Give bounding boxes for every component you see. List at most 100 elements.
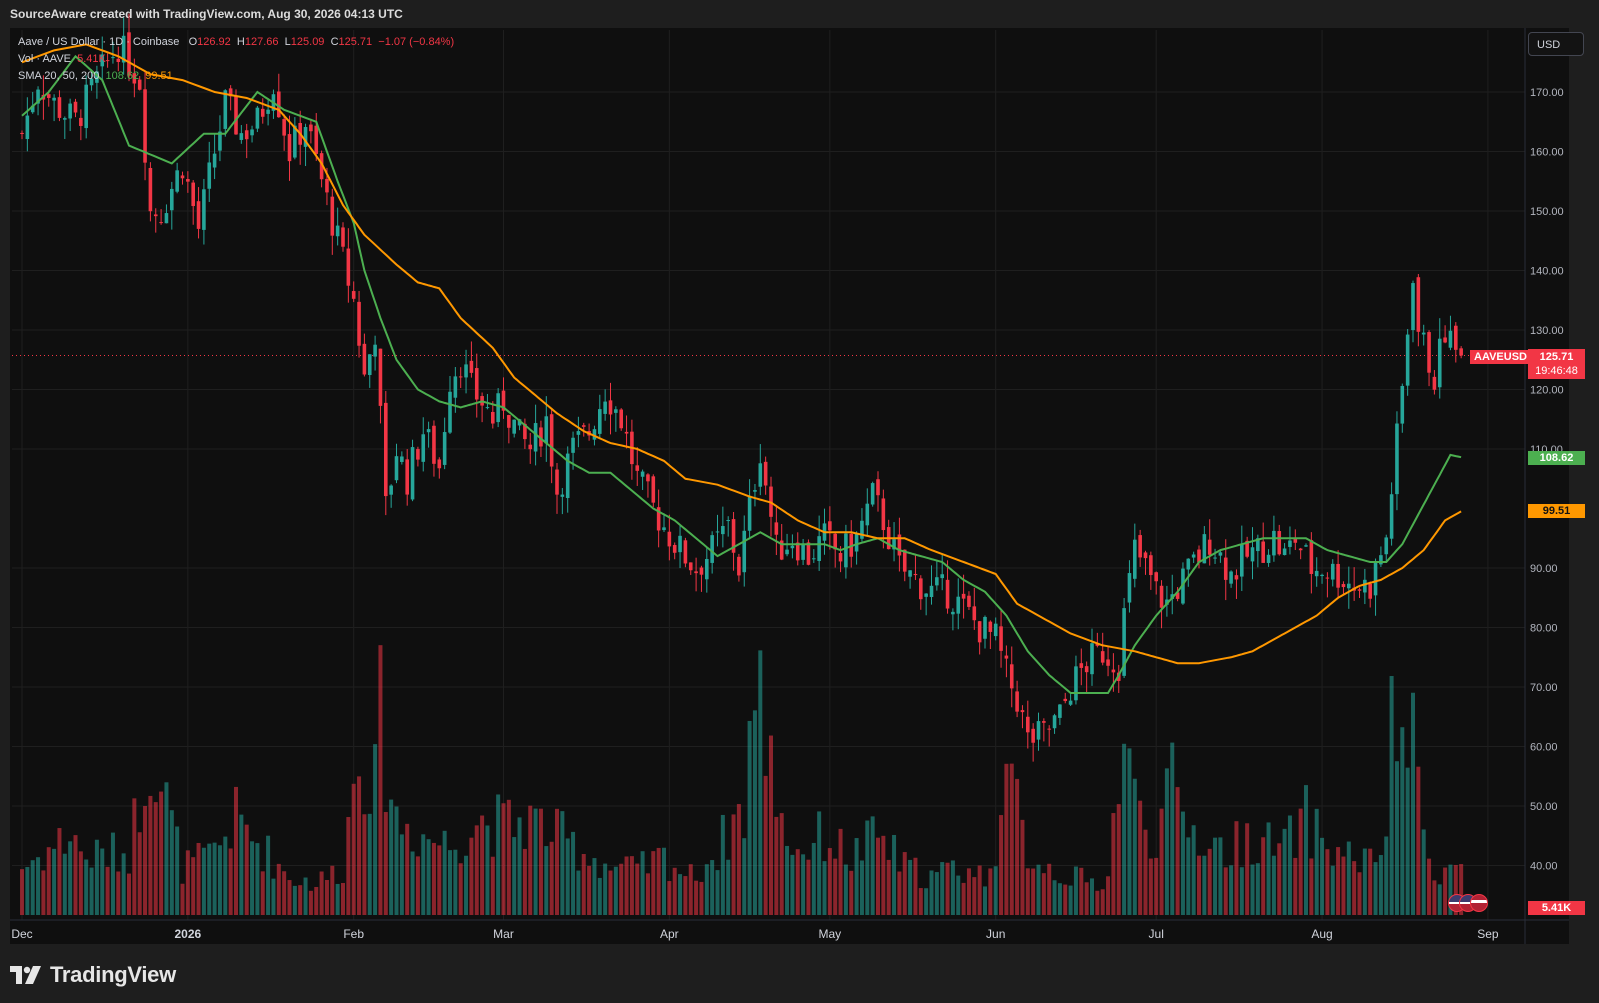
candle-body[interactable] xyxy=(282,119,286,136)
candle-body[interactable] xyxy=(175,170,179,192)
candle-body[interactable] xyxy=(1020,710,1025,713)
candle-body[interactable] xyxy=(656,507,661,531)
candle-body[interactable] xyxy=(373,344,377,357)
candle-body[interactable] xyxy=(961,593,966,599)
candle-body[interactable] xyxy=(1459,348,1463,356)
candle-body[interactable] xyxy=(1111,669,1116,673)
candle-body[interactable] xyxy=(234,95,238,135)
candle-body[interactable] xyxy=(1293,538,1298,543)
candle-body[interactable] xyxy=(1272,530,1276,556)
candle-body[interactable] xyxy=(389,485,393,495)
candle-body[interactable] xyxy=(854,533,859,552)
candle-body[interactable] xyxy=(1133,539,1137,579)
candle-body[interactable] xyxy=(207,162,212,189)
candle-body[interactable] xyxy=(1373,562,1378,596)
candle-body[interactable] xyxy=(362,343,367,375)
candle-body[interactable] xyxy=(662,527,666,531)
time-axis[interactable]: Dec 2026 Feb Mar Apr May Jun Jul Aug Sep xyxy=(11,927,1499,941)
candle-body[interactable] xyxy=(287,134,292,162)
candle-body[interactable] xyxy=(73,101,78,113)
candle-body[interactable] xyxy=(1026,716,1030,733)
candle-body[interactable] xyxy=(678,535,682,553)
candle-body[interactable] xyxy=(913,573,918,576)
candle-body[interactable] xyxy=(924,593,928,597)
candle-body[interactable] xyxy=(346,248,351,286)
candle-body[interactable] xyxy=(68,103,72,119)
candle-body[interactable] xyxy=(1036,721,1041,740)
candle-body[interactable] xyxy=(453,376,458,398)
candle-body[interactable] xyxy=(384,402,388,497)
candle-body[interactable] xyxy=(731,519,736,553)
candle-body[interactable] xyxy=(1234,575,1239,580)
currency-button[interactable]: USD xyxy=(1528,32,1584,56)
candle-body[interactable] xyxy=(1223,557,1228,580)
candle-body[interactable] xyxy=(523,423,527,440)
candle-body[interactable] xyxy=(1368,583,1372,599)
candle-body[interactable] xyxy=(474,368,479,400)
candle-body[interactable] xyxy=(20,132,24,134)
candle-body[interactable] xyxy=(795,542,800,561)
candle-body[interactable] xyxy=(1079,663,1084,668)
candle-body[interactable] xyxy=(1395,423,1399,495)
candle-body[interactable] xyxy=(100,54,105,67)
candle-body[interactable] xyxy=(1068,700,1073,705)
candle-body[interactable] xyxy=(394,456,399,481)
candle-body[interactable] xyxy=(1165,599,1169,605)
candle-body[interactable] xyxy=(148,167,153,212)
candle-body[interactable] xyxy=(598,409,602,434)
candle-body[interactable] xyxy=(228,88,233,97)
candle-body[interactable] xyxy=(1009,664,1014,689)
candle-body[interactable] xyxy=(517,419,522,426)
candle-body[interactable] xyxy=(1058,704,1062,718)
candle-body[interactable] xyxy=(1437,338,1442,388)
candle-body[interactable] xyxy=(1336,563,1340,588)
candle-body[interactable] xyxy=(908,570,912,577)
candle-body[interactable] xyxy=(196,201,201,229)
candle-body[interactable] xyxy=(902,549,907,572)
candle-body[interactable] xyxy=(464,364,468,378)
candle-body[interactable] xyxy=(956,596,961,614)
candle-body[interactable] xyxy=(1384,537,1389,555)
candle-body[interactable] xyxy=(876,479,880,496)
candle-body[interactable] xyxy=(309,124,313,132)
candle-body[interactable] xyxy=(143,89,147,163)
candle-body[interactable] xyxy=(1047,728,1051,730)
candle-body[interactable] xyxy=(688,562,693,571)
candle-body[interactable] xyxy=(341,227,345,247)
candle-body[interactable] xyxy=(132,73,137,84)
candle-body[interactable] xyxy=(1004,655,1009,659)
candle-body[interactable] xyxy=(1122,608,1126,676)
candle-body[interactable] xyxy=(1432,376,1437,390)
candle-body[interactable] xyxy=(314,125,319,154)
candle-body[interactable] xyxy=(351,291,356,299)
candle-body[interactable] xyxy=(817,536,821,561)
candle-body[interactable] xyxy=(116,58,121,62)
candle-body[interactable] xyxy=(533,423,538,452)
candle-body[interactable] xyxy=(416,449,420,460)
candle-body[interactable] xyxy=(170,188,174,211)
candle-body[interactable] xyxy=(1277,531,1282,555)
candle-body[interactable] xyxy=(1074,666,1078,701)
candle-body[interactable] xyxy=(1159,585,1164,608)
candle-body[interactable] xyxy=(507,415,511,428)
candle-body[interactable] xyxy=(1154,572,1158,582)
candle-body[interactable] xyxy=(1379,555,1383,565)
candle-body[interactable] xyxy=(945,579,950,609)
candle-body[interactable] xyxy=(1127,573,1132,603)
candle-body[interactable] xyxy=(1015,691,1019,712)
candle-body[interactable] xyxy=(993,623,998,637)
event-flags[interactable] xyxy=(1448,894,1490,912)
candle-body[interactable] xyxy=(335,225,340,237)
candle-body[interactable] xyxy=(967,595,971,607)
candle-body[interactable] xyxy=(539,427,543,447)
candle-body[interactable] xyxy=(1042,721,1046,723)
candle-body[interactable] xyxy=(421,434,426,462)
candle-body[interactable] xyxy=(1309,540,1314,574)
candle-body[interactable] xyxy=(603,401,607,414)
candle-body[interactable] xyxy=(753,490,757,492)
candle-body[interactable] xyxy=(1427,332,1431,373)
candle-body[interactable] xyxy=(202,189,206,230)
candle-body[interactable] xyxy=(1256,538,1260,552)
candle-body[interactable] xyxy=(1347,583,1351,589)
candle-body[interactable] xyxy=(1106,659,1110,666)
